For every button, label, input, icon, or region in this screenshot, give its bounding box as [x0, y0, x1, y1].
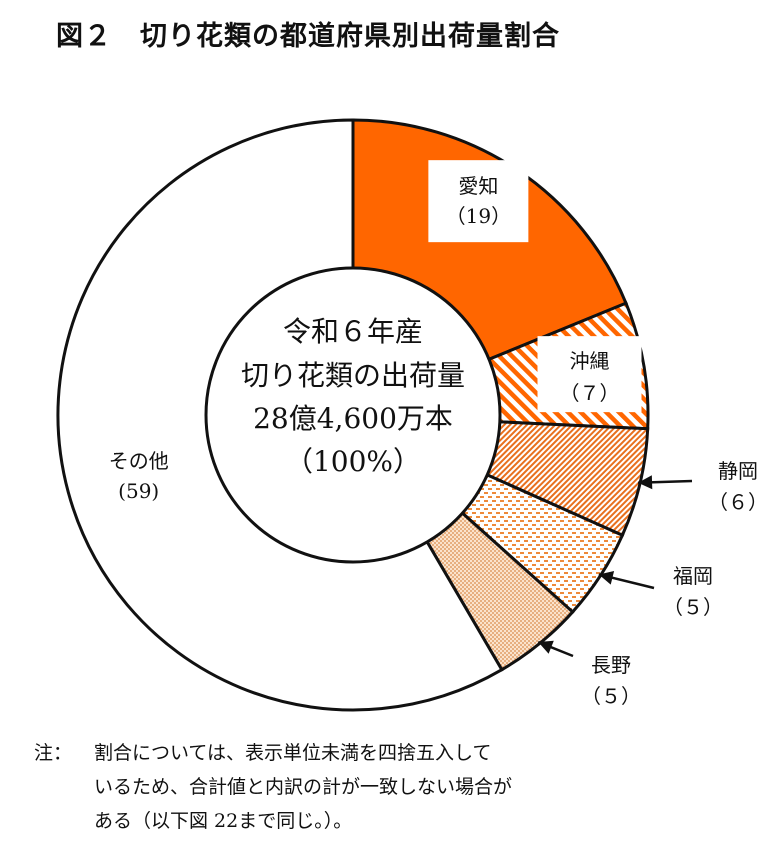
slice-label-aichi: 愛知 — [458, 174, 498, 198]
svg-text:（100%）: （100%） — [285, 445, 421, 478]
label-box-okinawa — [537, 336, 642, 413]
footnote-lead: 注： — [34, 742, 73, 764]
slice-value-aichi: （19） — [446, 204, 511, 228]
footnote: 注： 割合については、表示単位未満を四捨五入して いるため、合計値と内訳の計が一… — [34, 736, 754, 838]
slice-value-sonota: (59) — [118, 479, 159, 503]
center-line-3: 28億4,600万本 — [253, 402, 453, 435]
donut-chart: 令和６年産 切り花類の出荷量 28億4,600万本 （100%） 愛知 （19） 沖… — [56, 118, 768, 712]
label-box-aichi — [428, 160, 529, 243]
arrow-shizuoka-head — [638, 475, 653, 490]
center-line-4: （100%） — [285, 445, 421, 478]
svg-text:28億4,600万本: 28億4,600万本 — [253, 402, 453, 435]
slice-value-nagano: （５） — [581, 684, 641, 708]
labels-group: 愛知 （19） 沖縄 （７） 静岡 （６） 福岡 （５） 長野 （５） その他 (59) — [109, 160, 768, 708]
arrow-nagano-head — [538, 640, 554, 654]
slice-label-okinawa: 沖縄 — [569, 349, 609, 373]
slice-label-fukuoka: 福岡 — [673, 564, 713, 588]
slice-value-shizuoka: （６） — [708, 490, 768, 514]
center-line-2: 切り花類の出荷量 — [241, 359, 465, 392]
slice-value-fukuoka: （５） — [663, 595, 723, 619]
arrow-fukuoka-head — [598, 570, 615, 585]
slice-value-okinawa: （７） — [559, 381, 619, 405]
slice-label-nagano: 長野 — [591, 653, 631, 677]
svg-text:切り花類の出荷量: 切り花類の出荷量 — [241, 359, 465, 392]
chart-title: 図２ 切り花類の都道府県別出荷量割合 — [56, 21, 560, 52]
slice-label-shizuoka: 静岡 — [718, 459, 758, 483]
center-line-1: 令和６年産 — [283, 315, 423, 348]
svg-text:令和６年産: 令和６年産 — [283, 315, 423, 348]
slice-label-sonota: その他 — [109, 449, 169, 473]
donut-hole — [204, 266, 502, 564]
footnote-text: 割合については、表示単位未満を四捨五入して いるため、合計値と内訳の計が一致しな… — [94, 742, 513, 832]
